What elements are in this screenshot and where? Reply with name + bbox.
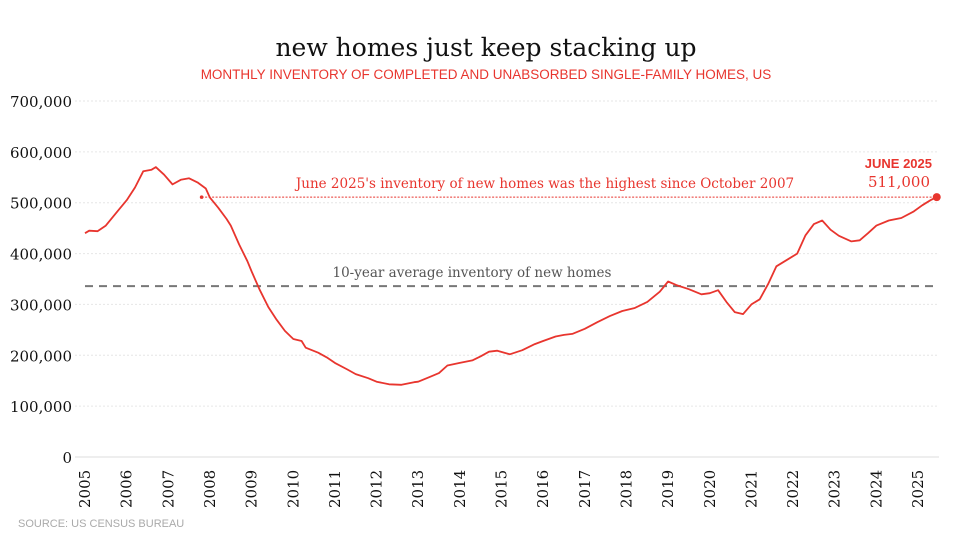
y-tick-label: 200,000 — [10, 347, 72, 365]
x-tick-label: 2025 — [909, 470, 927, 508]
x-axis: 2005 2006 2007 2008 2009 2010 2011 2012 2013 2014… — [76, 470, 927, 508]
series-line — [84, 166, 938, 386]
record-line-start-marker — [199, 195, 204, 199]
x-tick-label: 2024 — [867, 470, 885, 508]
x-tick-label: 2012 — [368, 470, 386, 508]
x-tick-label: 2021 — [742, 470, 760, 508]
x-tick-label: 2007 — [159, 470, 177, 508]
x-tick-label: 2013 — [409, 470, 427, 508]
y-tick-label: 300,000 — [10, 296, 72, 314]
x-tick-label: 2019 — [659, 470, 677, 508]
x-tick-label: 2010 — [284, 470, 302, 508]
x-tick-label: 2015 — [493, 470, 511, 508]
x-tick-label: 2022 — [784, 470, 802, 508]
annotation-value: 511,000 — [868, 173, 930, 191]
grid — [75, 100, 939, 458]
x-tick-label: 2006 — [118, 470, 136, 508]
x-tick-label: 2020 — [701, 470, 719, 508]
june-2025-point — [932, 193, 941, 202]
chart-title: new homes just keep stacking up — [275, 33, 696, 62]
x-tick-label: 2009 — [243, 470, 261, 508]
y-tick-label: 0 — [62, 449, 72, 467]
x-tick-label: 2011 — [326, 470, 344, 508]
y-tick-label: 700,000 — [10, 93, 72, 111]
x-tick-label: 2005 — [76, 470, 94, 508]
x-tick-label: 2014 — [451, 470, 469, 508]
x-tick-label: 2018 — [617, 470, 635, 508]
x-tick-label: 2023 — [826, 470, 844, 508]
x-tick-label: 2017 — [576, 470, 594, 508]
source-note: SOURCE: US CENSUS BUREAU — [18, 518, 184, 530]
record-label: June 2025's inventory of new homes was t… — [294, 176, 794, 192]
y-tick-label: 400,000 — [10, 246, 72, 264]
y-tick-label: 600,000 — [10, 144, 72, 162]
annotation-date: JUNE 2025 — [865, 156, 932, 171]
y-tick-label: 100,000 — [10, 398, 72, 416]
chart-subtitle: MONTHLY INVENTORY OF COMPLETED AND UNABS… — [201, 67, 772, 82]
y-axis: 0 100,000 200,000 300,000 400,000 500,000 600,… — [10, 93, 72, 467]
x-tick-label: 2008 — [201, 470, 219, 508]
y-tick-label: 500,000 — [10, 195, 72, 213]
average-label: 10-year average inventory of new homes — [333, 265, 612, 281]
x-tick-label: 2016 — [534, 470, 552, 508]
reference-lines — [85, 195, 939, 288]
